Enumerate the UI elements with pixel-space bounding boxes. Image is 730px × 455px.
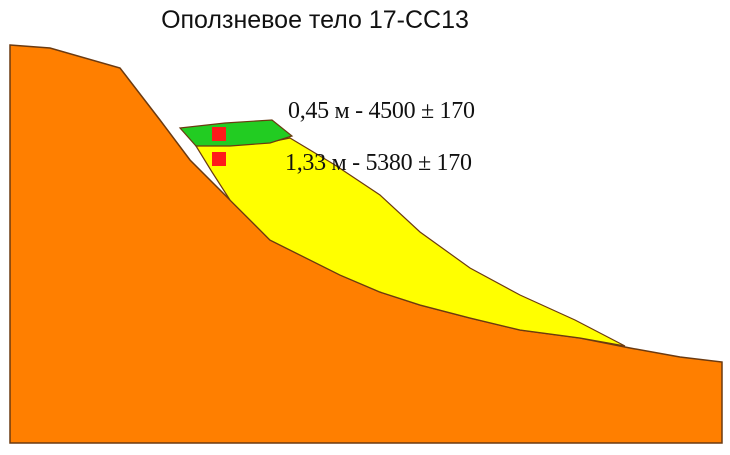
- sample-marker-1: [212, 127, 226, 141]
- soil-cap-layer: [178, 119, 294, 147]
- diagram-title: Оползневое тело 17-CC13: [161, 6, 469, 34]
- landslide-body-layer: [194, 137, 626, 347]
- sample-label-2: 1,33 м - 5380 ± 170: [285, 150, 472, 176]
- sample-marker-2: [212, 152, 226, 166]
- sample-label-1: 0,45 м - 4500 ± 170: [288, 98, 475, 124]
